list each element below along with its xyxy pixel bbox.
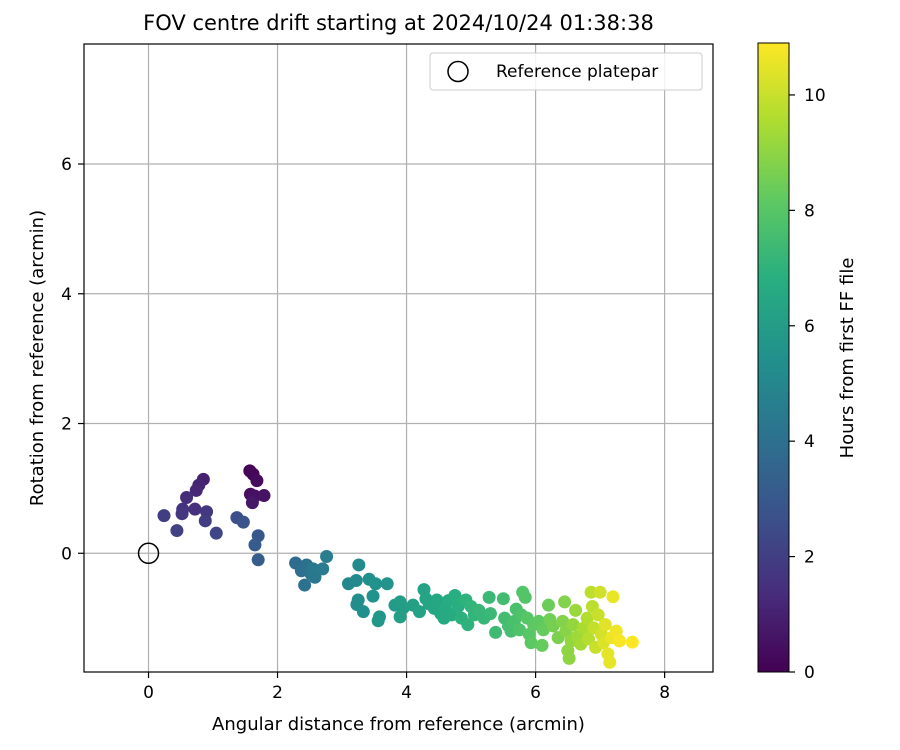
x-axis-ticks: 0 2 4 6 8 [143,672,670,703]
data-point [209,526,223,540]
x-tick-label: 0 [143,683,154,703]
x-tick-label: 8 [659,683,670,703]
data-point [593,585,607,599]
data-point [316,562,330,576]
data-point [250,474,264,488]
plot-frame [83,43,714,673]
colorbar: 0 2 4 6 8 10 Hours from first FF file [757,42,858,683]
x-tick-label: 6 [530,683,541,703]
data-point [157,509,171,523]
data-point [352,558,366,572]
legend-box [429,52,703,91]
data-point [512,623,526,637]
data-point [188,502,202,516]
data-point [175,507,189,521]
colorbar-tick-label: 6 [804,317,815,337]
data-point [584,585,598,599]
legend: Reference platepar [429,52,703,91]
y-axis-ticks: 0 2 4 6 [61,155,84,564]
data-point [566,618,580,632]
data-point [198,514,212,528]
data-point [625,635,639,649]
data-point [562,651,576,665]
data-point [412,605,426,619]
x-axis-label: Angular distance from reference (arcmin) [212,714,585,735]
data-point [598,618,612,632]
chart-title: FOV centre drift starting at 2024/10/24 … [143,11,654,35]
data-point [558,595,572,609]
colorbar-gradient [757,42,790,673]
data-point [482,590,496,604]
data-point [606,590,620,604]
data-points [157,464,639,669]
y-tick-label: 2 [61,415,72,435]
data-point [236,515,250,529]
data-point [448,588,462,602]
data-point [320,550,334,564]
y-tick-label: 4 [61,285,72,305]
data-point [298,578,312,592]
legend-label: Reference platepar [496,62,658,82]
data-point [591,608,605,622]
colorbar-ticks: 0 2 4 6 8 10 [789,86,826,683]
data-point [356,605,370,619]
data-point [546,619,560,633]
data-point [430,593,444,607]
x-gridlines [147,44,666,672]
data-point [180,490,194,504]
y-tick-label: 0 [61,544,72,564]
data-point [251,553,265,567]
colorbar-tick-label: 0 [804,663,815,683]
data-point [461,618,475,632]
data-point [369,577,383,591]
data-point [306,562,320,576]
data-point [483,607,497,621]
reference-point-marker [137,542,160,565]
colorbar-tick-label: 2 [804,548,815,568]
data-point [393,610,407,624]
data-point [257,489,271,503]
x-tick-label: 4 [401,683,412,703]
x-tick-label: 2 [272,683,283,703]
data-point [580,611,594,625]
data-point [612,634,626,648]
data-point [535,638,549,652]
data-point [349,574,363,588]
data-point [380,577,394,591]
y-tick-label: 6 [61,155,72,175]
data-point [496,592,510,606]
data-point [189,483,203,497]
data-point [170,524,184,538]
data-point [371,614,385,628]
data-point [489,625,503,639]
legend-marker [447,60,469,83]
data-point [569,603,583,617]
data-point [518,590,532,604]
data-point [248,538,262,552]
data-point [245,496,259,510]
data-point [366,589,380,603]
data-point [524,636,538,650]
data-point [603,655,617,669]
colorbar-tick-label: 8 [804,201,815,221]
colorbar-label: Hours from first FF file [837,258,858,459]
colorbar-tick-label: 4 [804,432,815,452]
y-gridlines [84,163,713,554]
colorbar-tick-label: 10 [804,86,826,106]
data-point [541,598,555,612]
y-axis-label: Rotation from reference (arcmin) [27,210,48,506]
